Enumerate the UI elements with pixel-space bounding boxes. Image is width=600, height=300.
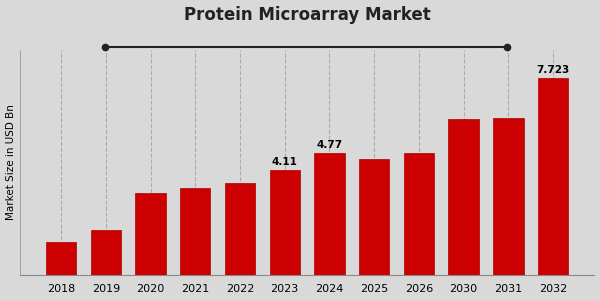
Text: 4.11: 4.11 — [272, 157, 298, 167]
Bar — [314, 153, 344, 275]
Bar — [46, 242, 76, 275]
Bar — [448, 119, 479, 275]
Bar — [225, 183, 255, 275]
Text: 4.77: 4.77 — [316, 140, 343, 150]
Bar — [538, 78, 568, 275]
Bar — [493, 118, 524, 275]
Bar — [180, 188, 211, 275]
Title: Protein Microarray Market: Protein Microarray Market — [184, 6, 430, 24]
Bar — [359, 159, 389, 275]
Bar — [404, 154, 434, 275]
Bar — [136, 193, 166, 275]
Text: 7.723: 7.723 — [536, 64, 570, 74]
Bar — [269, 170, 300, 275]
Y-axis label: Market Size in USD Bn: Market Size in USD Bn — [5, 104, 16, 220]
Bar — [91, 230, 121, 275]
